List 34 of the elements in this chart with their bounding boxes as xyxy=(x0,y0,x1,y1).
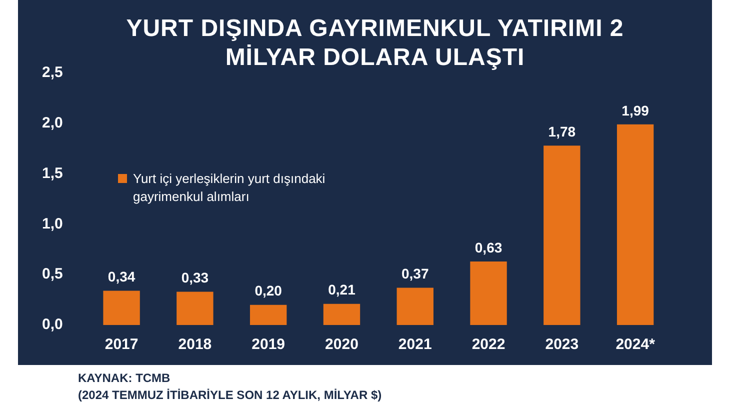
legend-label: Yurt içi yerleşiklerin yurt dışındaki gayrimenkul alımları xyxy=(133,170,326,206)
data-label: 0,33 xyxy=(181,270,209,286)
y-tick-label: 2,0 xyxy=(42,114,63,132)
x-tick-label: 2021 xyxy=(398,336,432,354)
y-tick-label: 1,5 xyxy=(42,164,63,182)
chart-title: YURT DIŞINDA GAYRIMENKUL YATIRIMI 2 MİLYAR DOLARA ULAŞTI xyxy=(125,14,625,72)
x-tick-label: 2019 xyxy=(252,336,286,354)
bar xyxy=(250,304,287,325)
bar xyxy=(103,290,140,325)
x-tick-label: 2020 xyxy=(325,336,358,354)
bar xyxy=(176,292,214,325)
data-label: 0,21 xyxy=(328,282,356,298)
bar xyxy=(323,304,360,325)
bar xyxy=(616,124,654,325)
x-tick-label: 2018 xyxy=(178,336,212,354)
data-label: 0,63 xyxy=(474,239,502,256)
text: (2024 TEMMUZ İTİBARİYLE SON 12 AYLIK, MİLYAR $) xyxy=(78,387,382,404)
bar xyxy=(470,261,507,325)
y-tick-label: 2,5 xyxy=(42,64,63,82)
data-label: 1,78 xyxy=(548,123,576,140)
data-label: 1,99 xyxy=(622,102,650,118)
y-tick-label: 0,5 xyxy=(42,266,63,283)
data-label: 0,37 xyxy=(402,266,429,282)
text: KAYNAK: TCMB xyxy=(78,370,172,387)
x-tick-label: 2024* xyxy=(616,336,656,354)
data-label: 0,20 xyxy=(254,282,282,299)
x-tick-label: 2017 xyxy=(104,336,138,354)
bar xyxy=(544,146,580,325)
x-tick-label: 2022 xyxy=(472,336,506,354)
y-tick-label: 1,0 xyxy=(42,215,63,232)
y-tick-label: 0,0 xyxy=(42,316,63,334)
data-label: 0,34 xyxy=(108,268,136,285)
bar xyxy=(396,288,434,325)
x-tick-label: 2023 xyxy=(545,336,579,354)
